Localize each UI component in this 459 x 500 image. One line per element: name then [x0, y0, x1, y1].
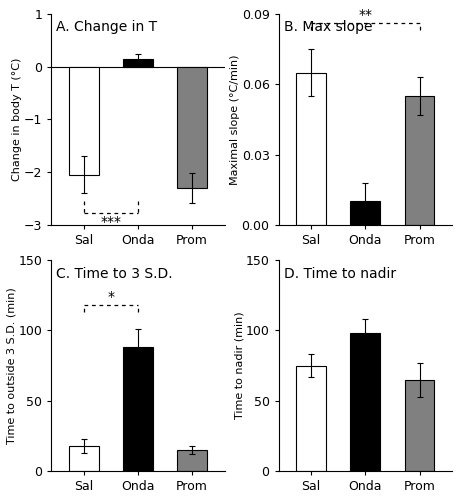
Bar: [350, 202, 380, 225]
Text: C. Time to 3 S.D.: C. Time to 3 S.D.: [56, 266, 173, 280]
Bar: [296, 366, 326, 471]
Bar: [123, 59, 153, 66]
Bar: [177, 450, 207, 471]
Text: *: *: [107, 290, 114, 304]
Text: D. Time to nadir: D. Time to nadir: [284, 266, 396, 280]
Text: **: **: [358, 8, 372, 22]
Bar: [405, 380, 434, 471]
Y-axis label: Maximal slope (°C/min): Maximal slope (°C/min): [230, 54, 240, 184]
Bar: [123, 348, 153, 471]
Text: B. Max slope: B. Max slope: [284, 20, 372, 34]
Y-axis label: Time to outside 3 S.D. (min): Time to outside 3 S.D. (min): [7, 287, 17, 444]
Y-axis label: Time to nadir (min): Time to nadir (min): [235, 312, 244, 420]
Y-axis label: Change in body T (°C): Change in body T (°C): [12, 58, 22, 181]
Bar: [405, 96, 434, 225]
Bar: [69, 66, 99, 175]
Bar: [69, 446, 99, 471]
Text: ***: ***: [101, 216, 121, 230]
Bar: [350, 334, 380, 471]
Bar: [177, 66, 207, 188]
Text: A. Change in T: A. Change in T: [56, 20, 157, 34]
Bar: [296, 72, 326, 225]
